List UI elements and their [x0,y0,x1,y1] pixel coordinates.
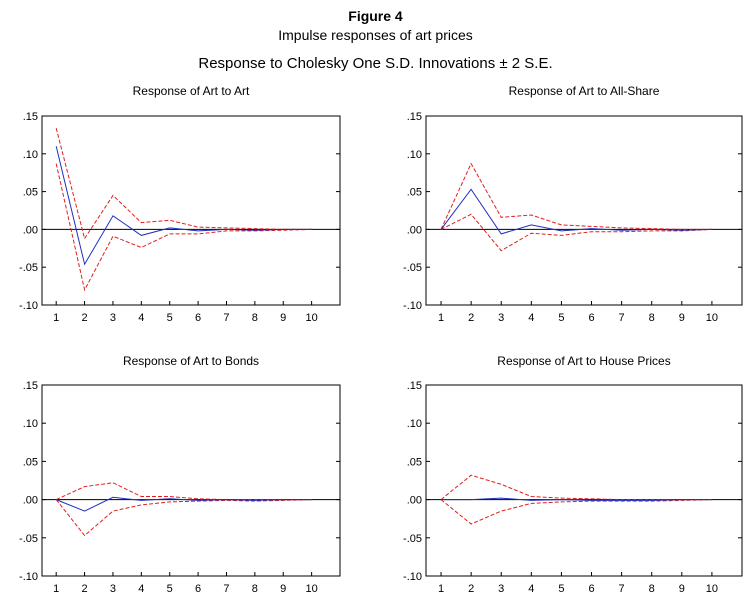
x-tick-label: 2 [82,312,88,324]
x-tick-label: 5 [167,312,173,324]
y-tick-label: .00 [407,495,422,507]
chart-title: Response of Art to Art [133,84,250,98]
response-line [56,496,312,512]
y-tick-label: -.05 [19,262,38,274]
response-line [440,188,712,235]
plot-frame [425,115,743,306]
response-line [55,146,312,266]
x-tick-label: 8 [252,583,258,595]
x-tick-label: 7 [619,312,625,324]
x-tick-label: 6 [588,583,594,595]
x-tick-label: 1 [53,312,59,324]
confidence-band-line [55,163,312,292]
y-tick-label: -.05 [403,533,422,545]
chart-panel: Response of Art to Bonds .15 .10 .05 .00 -.05… [19,354,341,595]
x-tick-label: 3 [498,312,504,324]
figure-caption: Response to Cholesky One S.D. Innovation… [198,55,553,72]
y-tick-label: -.05 [403,262,422,274]
confidence-band-line [55,482,312,501]
x-tick-label: 7 [223,312,229,324]
x-tick-label: 5 [558,583,564,595]
response-line [441,497,712,501]
confidence-band-line [55,127,312,240]
y-tick-label: .15 [23,380,38,392]
x-tick-label: 9 [280,312,286,324]
chart-panel: Response of Art to All-Share .15 .10 .05 .00… [403,84,743,324]
x-tick-label: 8 [252,312,258,324]
x-tick-label: 2 [468,583,474,595]
x-tick-label: 9 [679,312,685,324]
y-tick-label: .00 [407,224,422,236]
x-tick-label: 10 [706,312,718,324]
y-tick-label: .15 [23,111,38,123]
plot-frame [425,384,743,577]
x-tick-label: 9 [679,583,685,595]
x-tick-label: 3 [498,583,504,595]
confidence-band-line [440,213,712,252]
x-tick-label: 6 [195,312,201,324]
x-tick-label: 5 [167,583,173,595]
x-tick-label: 4 [138,583,144,595]
x-tick-label: 6 [588,312,594,324]
confidence-band-line [55,499,312,537]
y-tick-label: -.10 [19,300,38,312]
x-tick-label: 6 [195,583,201,595]
y-tick-label: -.10 [403,571,422,583]
plot-frame [41,384,341,577]
figure-subtitle: Impulse responses of art prices [278,27,473,43]
x-tick-label: 10 [706,583,718,595]
x-tick-label: 3 [110,312,116,324]
x-tick-label: 10 [305,583,317,595]
y-tick-label: .00 [23,495,38,507]
x-tick-label: 5 [558,312,564,324]
x-tick-label: 2 [82,583,88,595]
chart-panel: Response of Art to Art .15 .10 .05 .00 -.05 -.… [19,84,341,324]
y-tick-label: -.05 [19,533,38,545]
y-tick-label: .10 [23,418,38,430]
x-tick-label: 2 [468,312,474,324]
plot-frame [41,115,341,306]
x-tick-label: 4 [528,583,534,595]
y-tick-label: .10 [407,149,422,161]
y-tick-label: .10 [23,149,38,161]
confidence-band-line [440,162,712,230]
x-tick-label: 1 [53,583,59,595]
y-tick-label: .05 [23,187,38,199]
chart-title: Response of Art to House Prices [497,354,670,368]
confidence-band-line [440,474,712,501]
x-tick-label: 4 [138,312,144,324]
x-tick-label: 4 [528,312,534,324]
y-tick-label: .05 [407,187,422,199]
x-tick-label: 7 [223,583,229,595]
y-tick-label: .15 [407,380,422,392]
figure-title: Figure 4 [348,8,403,24]
x-tick-label: 7 [619,583,625,595]
y-tick-label: .05 [23,456,38,468]
y-tick-label: .05 [407,456,422,468]
x-tick-label: 8 [649,312,655,324]
confidence-band-line [440,499,712,525]
y-tick-label: .10 [407,418,422,430]
y-tick-label: -.10 [403,300,422,312]
x-tick-label: 10 [305,312,317,324]
x-tick-label: 8 [649,583,655,595]
y-tick-label: .15 [407,111,422,123]
x-tick-label: 1 [438,312,444,324]
chart-title: Response of Art to All-Share [509,84,660,98]
chart-panel: Response of Art to House Prices .15 .10 .05… [403,354,743,595]
chart-title: Response of Art to Bonds [123,354,259,368]
y-tick-label: -.10 [19,571,38,583]
x-tick-label: 1 [438,583,444,595]
x-tick-label: 3 [110,583,116,595]
y-tick-label: .00 [23,224,38,236]
x-tick-label: 9 [280,583,286,595]
